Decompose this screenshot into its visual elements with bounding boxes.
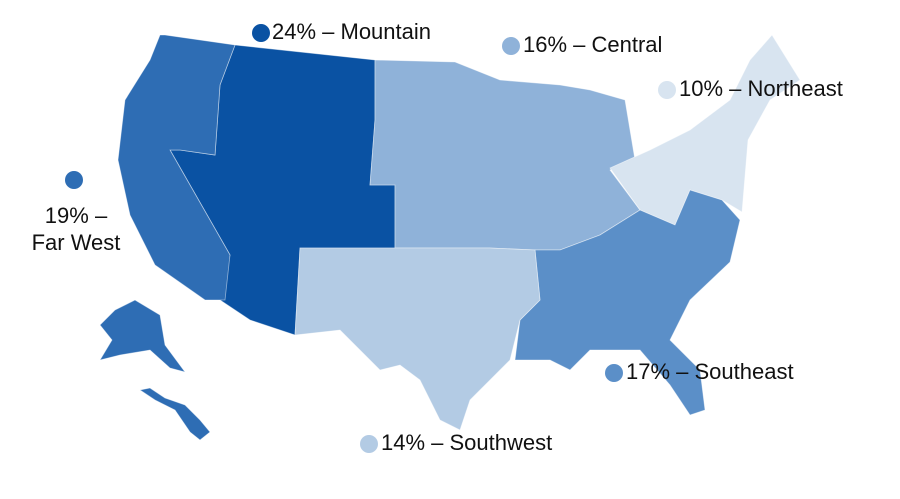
legend-dot — [658, 81, 676, 99]
region-label: 24% – Mountain — [272, 19, 431, 44]
region-labels: 24% – Mountain 16% – Central 10% – Northea… — [32, 19, 843, 455]
region-label: Far West — [32, 230, 121, 255]
central-region — [369, 59, 641, 251]
legend-dot — [605, 364, 623, 382]
legend-dot — [65, 171, 83, 189]
legend-dot — [252, 24, 270, 42]
legend-dot — [360, 435, 378, 453]
legend-dot — [502, 37, 520, 55]
region-label: 16% – Central — [523, 32, 662, 57]
region-shapes — [99, 34, 801, 441]
southwest-region — [294, 247, 541, 431]
region-label: 10% – Northeast — [679, 76, 843, 101]
region-label: 14% – Southwest — [381, 430, 552, 455]
far-west-region — [99, 34, 236, 441]
region-label: 17% – Southeast — [626, 359, 794, 384]
region-label: 19% – — [45, 203, 108, 228]
